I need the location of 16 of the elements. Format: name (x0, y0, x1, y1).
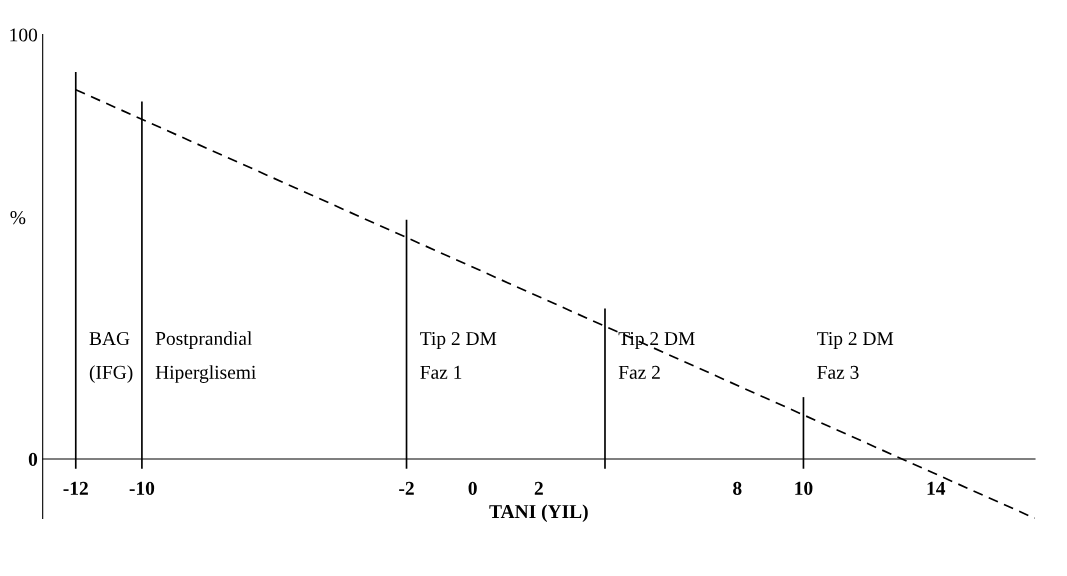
y-axis-title: % (10, 211, 26, 225)
x-tick-label: -12 (63, 481, 88, 495)
ref-line-label: Tip 2 DM Faz 2 (618, 332, 695, 379)
y-tick-label: 100 (10, 28, 38, 42)
x-axis-title: TANI (YIL) (489, 504, 588, 523)
x-tick-label: 14 (927, 481, 946, 495)
x-tick-label: 2 (534, 481, 543, 495)
ref-line-label: Postprandial Hiperglisemi (155, 331, 256, 383)
x-tick-label: 0 (468, 481, 477, 495)
ref-line-label: Tip 2 DM Faz 3 (817, 332, 894, 379)
x-tick-label: 8 (733, 481, 742, 495)
ref-line-label: Tip 2 DM Faz 1 (420, 332, 497, 379)
ref-line-label: BAG (IFG) (89, 332, 133, 383)
x-tick-label: 10 (795, 481, 813, 495)
x-tick-label: -2 (399, 481, 414, 495)
x-tick-label: -10 (129, 481, 155, 495)
